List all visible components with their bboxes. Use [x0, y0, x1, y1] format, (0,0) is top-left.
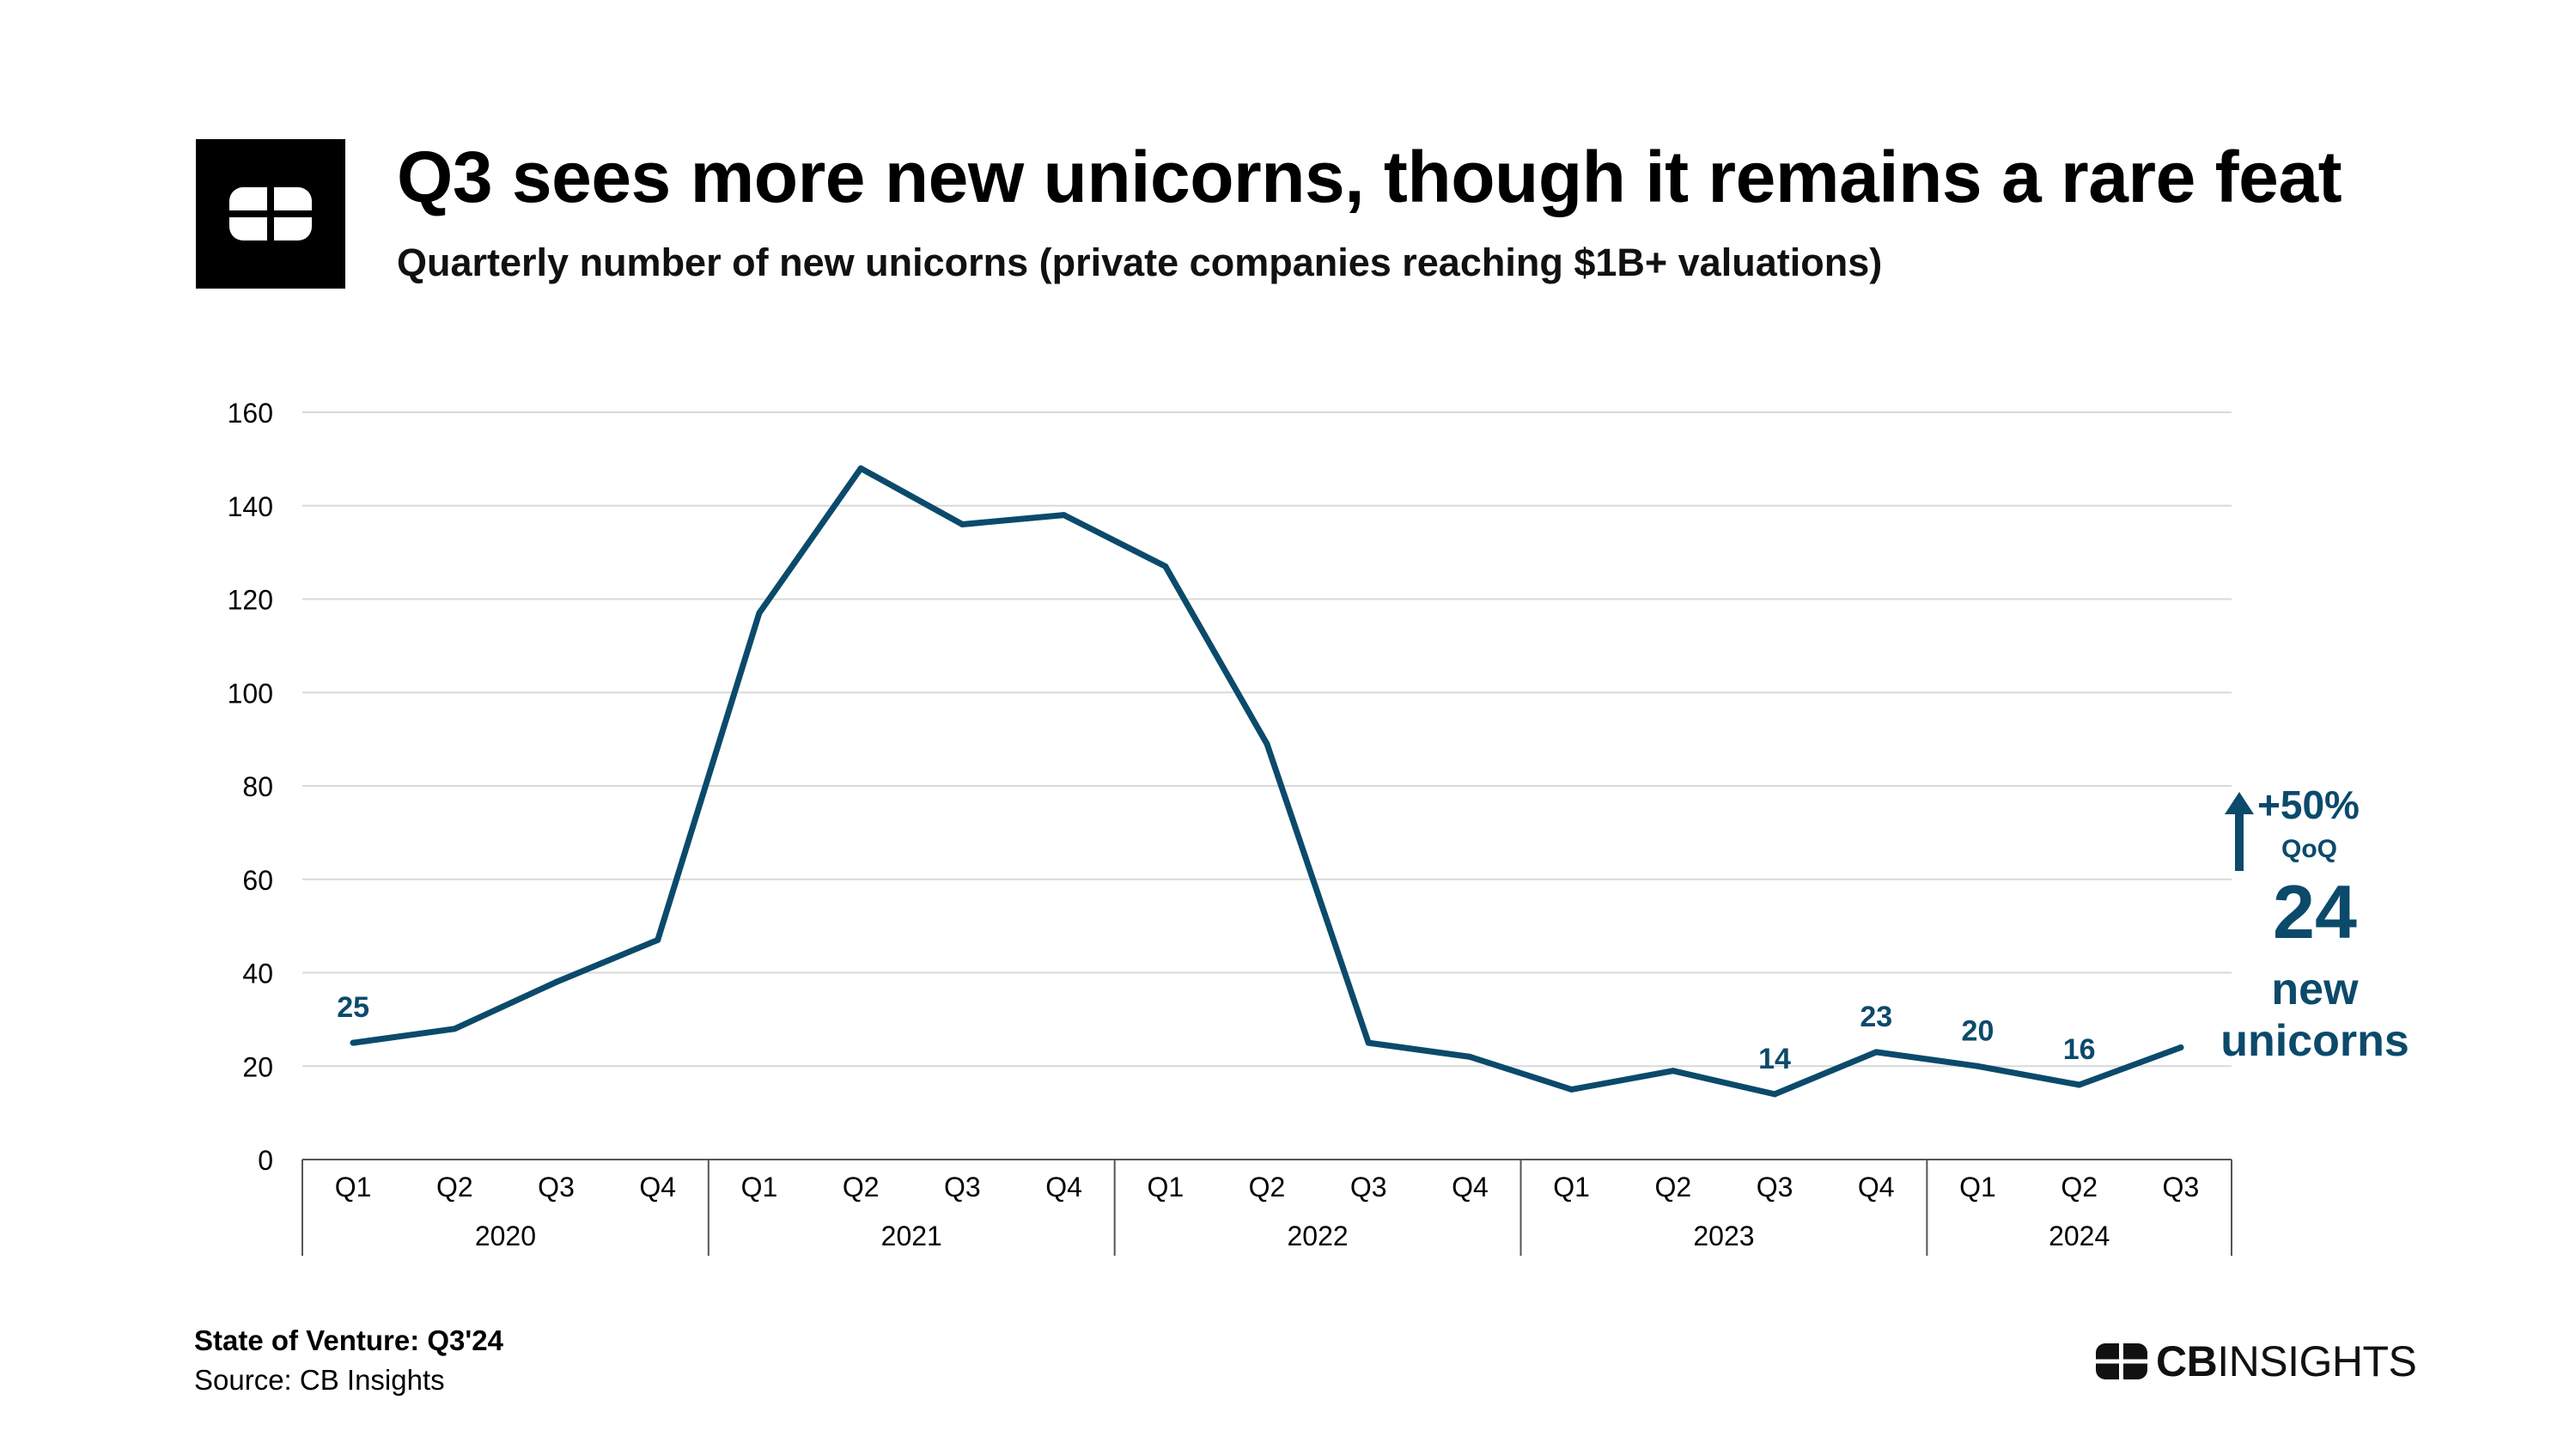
data-label: 25 [337, 991, 369, 1024]
x-tick-label: Q1 [741, 1172, 778, 1202]
x-axis: 2020 2021 2022 2023 2024 Q1 Q2 Q3 Q4 Q1 Q2 Q3 Q4 Q1 Q2… [301, 1159, 2232, 1256]
y-tick-label: 40 [242, 959, 273, 989]
data-point [2076, 1081, 2083, 1088]
change-percent: +50% [2257, 782, 2360, 827]
report-title: State of Venture: Q3'24 [194, 1324, 503, 1356]
data-point [1873, 1049, 1879, 1056]
x-tick-label: Q3 [2163, 1172, 2200, 1202]
y-tick-label: 100 [228, 678, 273, 709]
page-title: Q3 sees more new unicorns, though it rem… [397, 137, 2342, 217]
data-point [655, 936, 661, 943]
x-tick-label: Q4 [1452, 1172, 1489, 1202]
source-note: Source: CB Insights [194, 1364, 445, 1396]
data-point [1162, 563, 1169, 569]
x-tick-label: Q4 [639, 1172, 676, 1202]
callout-label-line1: new [2271, 965, 2359, 1014]
x-tick-label: Q1 [1553, 1172, 1590, 1202]
data-point [350, 1039, 356, 1046]
page-subtitle: Quarterly number of new unicorns (privat… [397, 240, 1883, 284]
data-label: 20 [1962, 1014, 1994, 1047]
data-point [1466, 1053, 1473, 1060]
data-point [451, 1026, 458, 1032]
x-tick-label: Q1 [1147, 1172, 1184, 1202]
x-group-label: 2022 [1288, 1221, 1349, 1251]
data-point [553, 978, 560, 985]
x-tick-label: Q2 [2061, 1172, 2098, 1202]
y-tick-label: 80 [242, 771, 273, 802]
series-line [350, 465, 2184, 1098]
brand-wordmark: CBINSIGHTS [2156, 1336, 2417, 1386]
cb-insights-logo-icon [2096, 1343, 2147, 1379]
y-tick-label: 160 [228, 398, 273, 429]
y-tick-label: 140 [228, 491, 273, 522]
data-point [756, 610, 763, 617]
data-labels: 25 14 23 20 16 [337, 991, 2095, 1075]
x-tick-label: Q3 [944, 1172, 981, 1202]
data-label: 16 [2063, 1033, 2096, 1066]
y-axis-ticks: 0 20 40 60 80 100 120 140 160 [228, 398, 273, 1176]
brand-logo: CBINSIGHTS [2096, 1336, 2417, 1386]
data-point [1974, 1062, 1981, 1069]
callout-label-line2: unicorns [2220, 1016, 2409, 1066]
data-point [857, 465, 864, 472]
brand-name-bold: CB [2156, 1337, 2218, 1385]
callout-value: 24 [2273, 869, 2357, 954]
x-tick-label: Q2 [843, 1172, 880, 1202]
x-tick-label: Q1 [1959, 1172, 1996, 1202]
x-tick-label: Q3 [1350, 1172, 1387, 1202]
x-group-label: 2021 [881, 1221, 942, 1251]
gridlines [302, 411, 2232, 1068]
series-line-path [350, 465, 2184, 1098]
x-tick-label: Q4 [1045, 1172, 1082, 1202]
x-group-label: 2023 [1693, 1221, 1754, 1251]
data-point [959, 521, 965, 527]
data-point [1365, 1039, 1372, 1046]
data-label: 14 [1758, 1043, 1791, 1075]
data-point [1670, 1068, 1677, 1075]
y-tick-label: 20 [242, 1051, 273, 1082]
data-label: 23 [1860, 1001, 1892, 1033]
x-tick-label: Q2 [1654, 1172, 1691, 1202]
x-tick-label: Q2 [1249, 1172, 1286, 1202]
x-tick-label: Q1 [335, 1172, 372, 1202]
x-tick-label: Q3 [1757, 1172, 1793, 1202]
y-tick-label: 60 [242, 865, 273, 896]
data-point [1264, 740, 1270, 747]
arrow-up-icon [2225, 792, 2254, 871]
brand-name-regular: INSIGHTS [2217, 1337, 2417, 1385]
x-tick-label: Q2 [436, 1172, 473, 1202]
x-group-label: 2020 [475, 1221, 536, 1251]
data-point [1771, 1091, 1778, 1098]
x-tick-label: Q4 [1858, 1172, 1895, 1202]
x-group-label: 2024 [2049, 1221, 2110, 1251]
cb-logo-icon [229, 187, 312, 240]
data-point [1061, 512, 1068, 519]
cb-logo-badge [196, 139, 345, 289]
change-period: QoQ [2281, 835, 2337, 863]
data-point [2177, 1044, 2184, 1050]
data-point [1568, 1086, 1575, 1093]
x-tick-label: Q3 [538, 1172, 575, 1202]
y-tick-label: 0 [258, 1145, 273, 1176]
y-tick-label: 120 [228, 585, 273, 616]
